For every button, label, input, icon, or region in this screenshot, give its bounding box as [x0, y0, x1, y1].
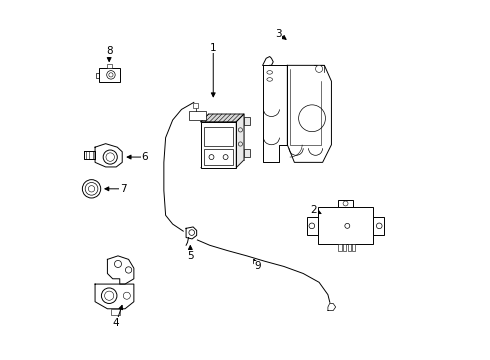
Bar: [189, 111, 206, 120]
Circle shape: [109, 73, 113, 77]
Text: 7: 7: [120, 184, 126, 194]
Bar: [338, 199, 353, 207]
Circle shape: [209, 154, 214, 159]
Bar: [98, 68, 120, 82]
Circle shape: [106, 153, 115, 161]
Circle shape: [125, 267, 132, 273]
Text: 3: 3: [275, 28, 282, 39]
Circle shape: [343, 201, 348, 206]
Circle shape: [316, 66, 322, 72]
Polygon shape: [263, 66, 287, 162]
Ellipse shape: [267, 71, 272, 74]
Bar: [107, 64, 112, 68]
Circle shape: [238, 128, 243, 132]
Polygon shape: [84, 151, 95, 159]
Circle shape: [223, 154, 228, 159]
Circle shape: [88, 186, 95, 192]
Bar: [204, 127, 233, 147]
Circle shape: [104, 291, 114, 300]
Circle shape: [123, 292, 130, 299]
Ellipse shape: [267, 78, 272, 81]
Bar: [318, 207, 373, 244]
Circle shape: [238, 142, 243, 146]
Text: 4: 4: [113, 318, 120, 328]
Bar: [339, 244, 342, 251]
Text: 6: 6: [141, 152, 148, 162]
Circle shape: [85, 183, 98, 195]
Polygon shape: [328, 303, 336, 311]
Circle shape: [115, 260, 122, 267]
Circle shape: [189, 230, 195, 235]
Text: 9: 9: [254, 261, 261, 271]
Text: 1: 1: [210, 43, 217, 53]
Polygon shape: [201, 114, 244, 122]
Text: 5: 5: [187, 251, 194, 261]
Bar: [201, 122, 236, 168]
Bar: [244, 149, 250, 157]
Polygon shape: [107, 256, 134, 284]
Bar: [193, 103, 198, 108]
Text: 8: 8: [106, 46, 113, 56]
Circle shape: [101, 288, 117, 303]
Bar: [343, 244, 346, 251]
Circle shape: [82, 180, 101, 198]
Bar: [307, 217, 318, 235]
Polygon shape: [95, 284, 134, 309]
Polygon shape: [186, 227, 196, 239]
Bar: [209, 114, 244, 160]
Polygon shape: [287, 66, 331, 162]
Circle shape: [107, 71, 115, 79]
Polygon shape: [236, 114, 244, 168]
Bar: [204, 149, 233, 165]
Bar: [244, 117, 250, 125]
Bar: [111, 309, 120, 315]
Polygon shape: [95, 144, 122, 167]
Bar: [373, 217, 384, 235]
Bar: [352, 244, 355, 251]
Text: 2: 2: [311, 205, 317, 215]
Circle shape: [309, 223, 315, 229]
Circle shape: [103, 150, 117, 164]
Bar: [348, 244, 351, 251]
Circle shape: [345, 224, 350, 228]
Circle shape: [298, 105, 325, 132]
Circle shape: [376, 223, 382, 229]
